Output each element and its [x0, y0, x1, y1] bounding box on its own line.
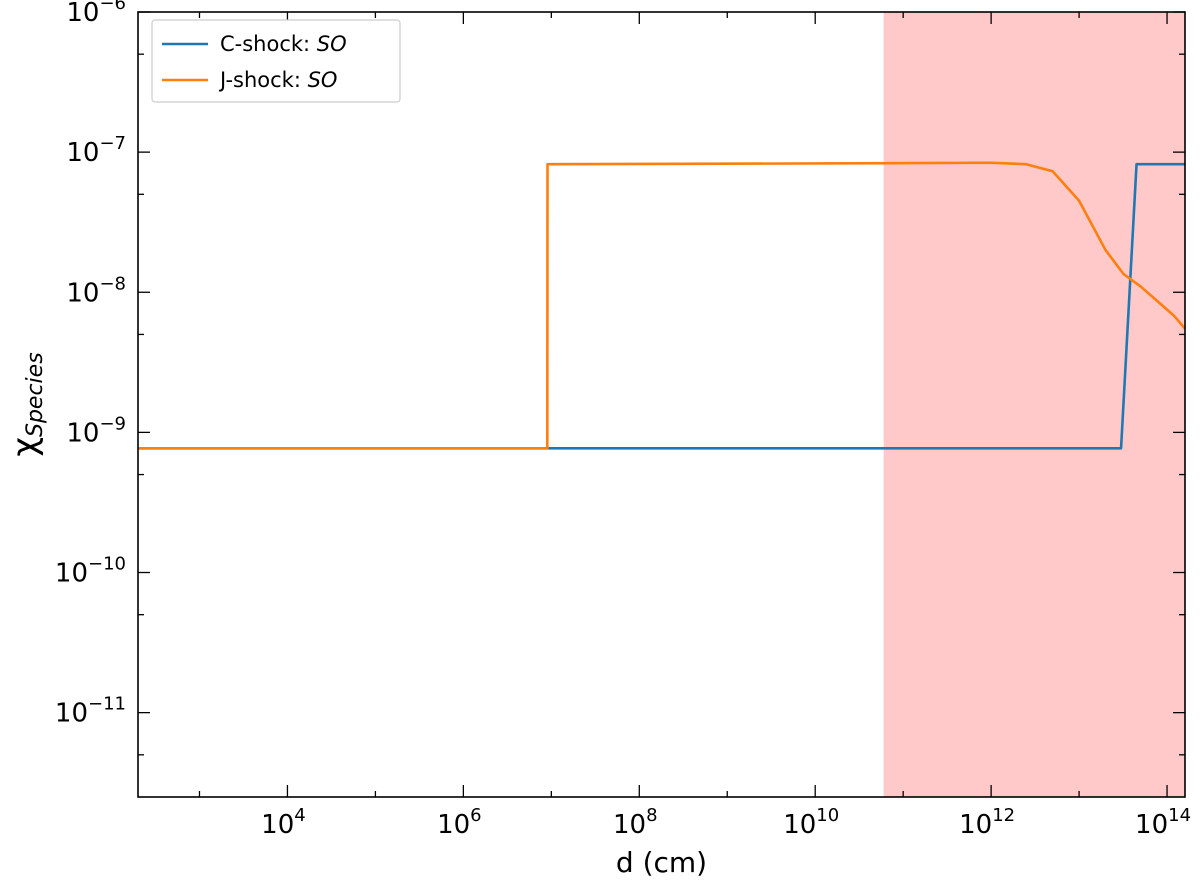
- x-tick-label-exponent: 14: [1168, 805, 1191, 826]
- x-tick-label: 108: [613, 805, 658, 840]
- y-tick-label-base: 10: [55, 559, 88, 589]
- x-tick-label-base: 10: [1135, 810, 1168, 840]
- series-line-0: [138, 162, 1185, 450]
- y-tick-label: 10−10: [55, 554, 126, 589]
- x-tick-label-exponent: 6: [470, 805, 481, 826]
- legend-box: [151, 19, 401, 103]
- x-tick-label: 104: [261, 805, 306, 840]
- legend-label-j-shock-species: SO: [308, 68, 338, 92]
- y-tick-label-base: 10: [66, 278, 99, 308]
- legend-label-j-shock: J-shock: SO: [218, 68, 337, 92]
- y-tick-label: 10−11: [55, 694, 126, 729]
- y-tick-label-base: 10: [66, 0, 99, 28]
- y-tick-label-exponent: −8: [99, 273, 126, 294]
- plot-frame: [137, 11, 1186, 798]
- x-tick-label-exponent: 8: [646, 805, 657, 826]
- shaded-region-layer: [883, 12, 1185, 797]
- tick-layer: [138, 11, 1185, 797]
- shaded-region: [883, 12, 1185, 797]
- y-tick-label: 10−8: [66, 273, 126, 308]
- legend-label-j-shock-prefix: J-shock:: [218, 68, 308, 92]
- x-tick-label-base: 10: [437, 810, 470, 840]
- y-axis-label: χSpecies: [5, 352, 48, 456]
- y-tick-label-base: 10: [55, 699, 88, 729]
- y-tick-label-exponent: −9: [99, 413, 126, 434]
- x-tick-label: 1012: [959, 805, 1015, 840]
- x-tick-label-exponent: 12: [992, 805, 1015, 826]
- y-axis-label-symbol: χ: [5, 437, 45, 457]
- x-tick-label-exponent: 10: [816, 805, 839, 826]
- x-tick-label: 1010: [783, 805, 839, 840]
- y-tick-label-exponent: −10: [88, 554, 126, 575]
- x-tick-label: 1014: [1135, 805, 1191, 840]
- legend: C-shock: SO J-shock: SO: [151, 19, 401, 103]
- y-tick-label-exponent: −11: [88, 694, 126, 715]
- x-tick-label-base: 10: [261, 810, 294, 840]
- x-tick-label-exponent: 4: [294, 805, 305, 826]
- y-tick-label-base: 10: [66, 418, 99, 448]
- y-tick-label-exponent: −7: [99, 133, 126, 154]
- x-tick-label-base: 10: [613, 810, 646, 840]
- x-tick-label-base: 10: [783, 810, 816, 840]
- y-tick-label-exponent: −6: [99, 0, 126, 14]
- x-tick-label-base: 10: [959, 810, 992, 840]
- y-tick-label-base: 10: [66, 138, 99, 168]
- series-layer: [138, 161, 1185, 450]
- y-axis-label-subscript: Species: [23, 352, 48, 437]
- x-tick-label: 106: [437, 805, 482, 840]
- y-tick-label: 10−7: [66, 133, 126, 168]
- svg-text:χSpecies: χSpecies: [5, 352, 48, 456]
- legend-label-c-shock-species: SO: [317, 32, 347, 56]
- x-axis-label: d (cm): [616, 846, 707, 879]
- series-line-1: [138, 161, 1185, 450]
- tick-label-layer: 104 106 108 1010 1012 101410−1110−1010−910−81…: [55, 0, 1191, 840]
- legend-label-c-shock: C-shock: SO: [220, 32, 347, 56]
- y-tick-label: 10−6: [66, 0, 126, 28]
- legend-label-c-shock-prefix: C-shock:: [220, 32, 317, 56]
- y-tick-label: 10−9: [66, 413, 126, 448]
